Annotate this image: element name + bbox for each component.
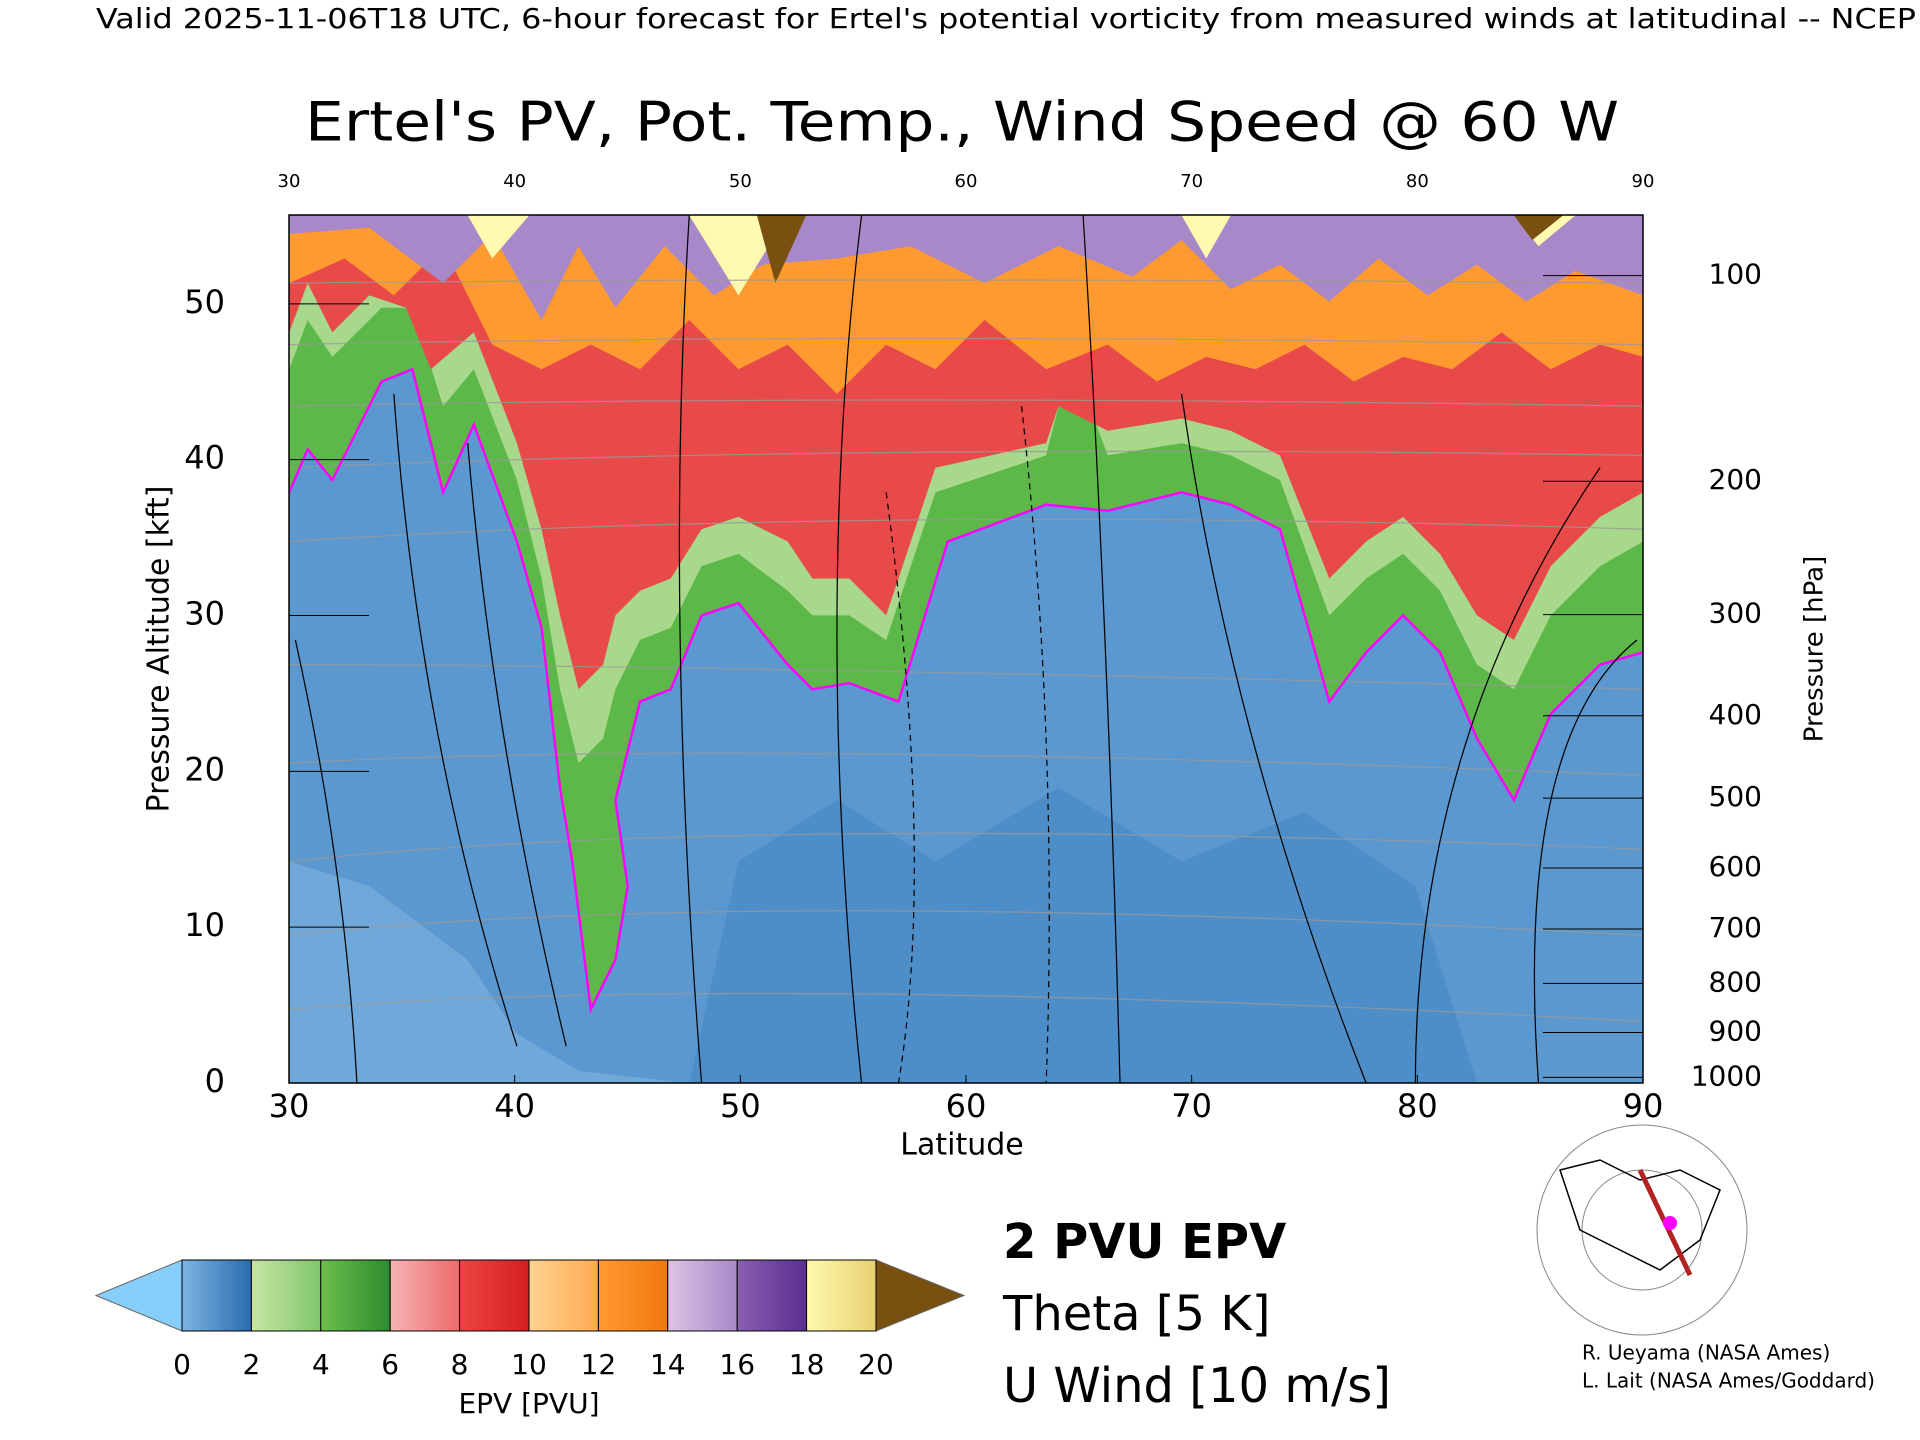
colorbar-tick-label: 0 xyxy=(173,1348,191,1381)
colorbar-segment xyxy=(806,1259,877,1332)
y2-tick-label: 1000 xyxy=(1691,1059,1762,1092)
colorbar-segment xyxy=(181,1259,252,1332)
x-tick-label: 80 xyxy=(1397,1087,1438,1125)
legend-entry: U Wind [10 m/s] xyxy=(1003,1358,1391,1414)
colorbar-label: EPV [PVU] xyxy=(458,1387,599,1420)
y2-tick-label: 100 xyxy=(1709,258,1762,291)
colorbar-segment xyxy=(597,1259,669,1332)
x2-tick-label: 60 xyxy=(955,171,978,192)
colorbar-tick-label: 18 xyxy=(789,1348,825,1381)
y-axis-label: Pressure Altitude [kft] xyxy=(142,486,177,813)
colorbar-segment xyxy=(736,1259,808,1332)
colorbar-tick-label: 2 xyxy=(242,1348,260,1381)
y2-tick-label: 800 xyxy=(1709,965,1762,998)
locator-map xyxy=(1536,1124,1748,1336)
y-tick-label: 40 xyxy=(184,439,225,477)
colorbar-segment xyxy=(667,1259,738,1332)
x2-tick-label: 90 xyxy=(1632,171,1655,192)
colorbar-tick-label: 14 xyxy=(650,1348,686,1381)
header: Valid 2025-11-06T18 UTC, 6-hour forecast… xyxy=(96,2,1916,35)
y-tick-label: 10 xyxy=(184,906,225,944)
y-tick-label: 0 xyxy=(205,1062,225,1100)
x-tick-label: 30 xyxy=(269,1087,310,1125)
y-tick-label: 30 xyxy=(184,594,225,632)
x-tick-label: 70 xyxy=(1171,1087,1212,1125)
y-tick-label: 20 xyxy=(184,750,225,788)
colorbar-tick-label: 16 xyxy=(719,1348,755,1381)
x-tick-label: 50 xyxy=(720,1087,761,1125)
x-axis-label: Latitude xyxy=(900,1128,1023,1163)
y2-tick-label: 200 xyxy=(1709,463,1762,496)
x-tick-label: 90 xyxy=(1623,1087,1664,1125)
colorbar-segment xyxy=(459,1259,530,1332)
y-tick-label: 50 xyxy=(184,283,225,321)
x2-tick-label: 50 xyxy=(729,171,752,192)
chart-title: Ertel's PV, Pot. Temp., Wind Speed @ 60 … xyxy=(305,91,1619,154)
y2-tick-label: 700 xyxy=(1709,911,1762,944)
x2-tick-label: 40 xyxy=(503,171,526,192)
legend-entry: Theta [5 K] xyxy=(1002,1286,1271,1342)
legend-entry: 2 PVU EPV xyxy=(1003,1214,1286,1270)
colorbar-segment xyxy=(389,1259,461,1332)
y2-tick-label: 600 xyxy=(1709,850,1762,883)
y2-tick-label: 400 xyxy=(1709,698,1762,731)
y2-axis-label: Pressure [hPa] xyxy=(1800,556,1830,743)
credit: L. Lait (NASA Ames/Goddard) xyxy=(1582,1369,1875,1393)
colorbar-segment xyxy=(528,1259,599,1332)
x2-tick-label: 70 xyxy=(1180,171,1203,192)
colorbar-tick-label: 6 xyxy=(381,1348,399,1381)
colorbar-tick-label: 20 xyxy=(858,1348,894,1381)
y2-tick-label: 500 xyxy=(1709,780,1762,813)
x-tick-label: 40 xyxy=(494,1087,535,1125)
colorbar-tick-label: 4 xyxy=(312,1348,330,1381)
x-tick-label: 60 xyxy=(946,1087,987,1125)
colorbar-tick-label: 10 xyxy=(511,1348,547,1381)
x2-tick-label: 80 xyxy=(1406,171,1429,192)
x2-tick-label: 30 xyxy=(278,171,301,192)
colorbar-segment xyxy=(250,1259,322,1332)
contour-field xyxy=(289,215,1644,1084)
colorbar-segment xyxy=(320,1259,391,1332)
y2-tick-label: 900 xyxy=(1709,1014,1762,1047)
colorbar-tick-label: 12 xyxy=(581,1348,617,1381)
credit: R. Ueyama (NASA Ames) xyxy=(1582,1341,1830,1365)
y2-tick-label: 300 xyxy=(1709,597,1762,630)
colorbar-tick-label: 8 xyxy=(451,1348,469,1381)
